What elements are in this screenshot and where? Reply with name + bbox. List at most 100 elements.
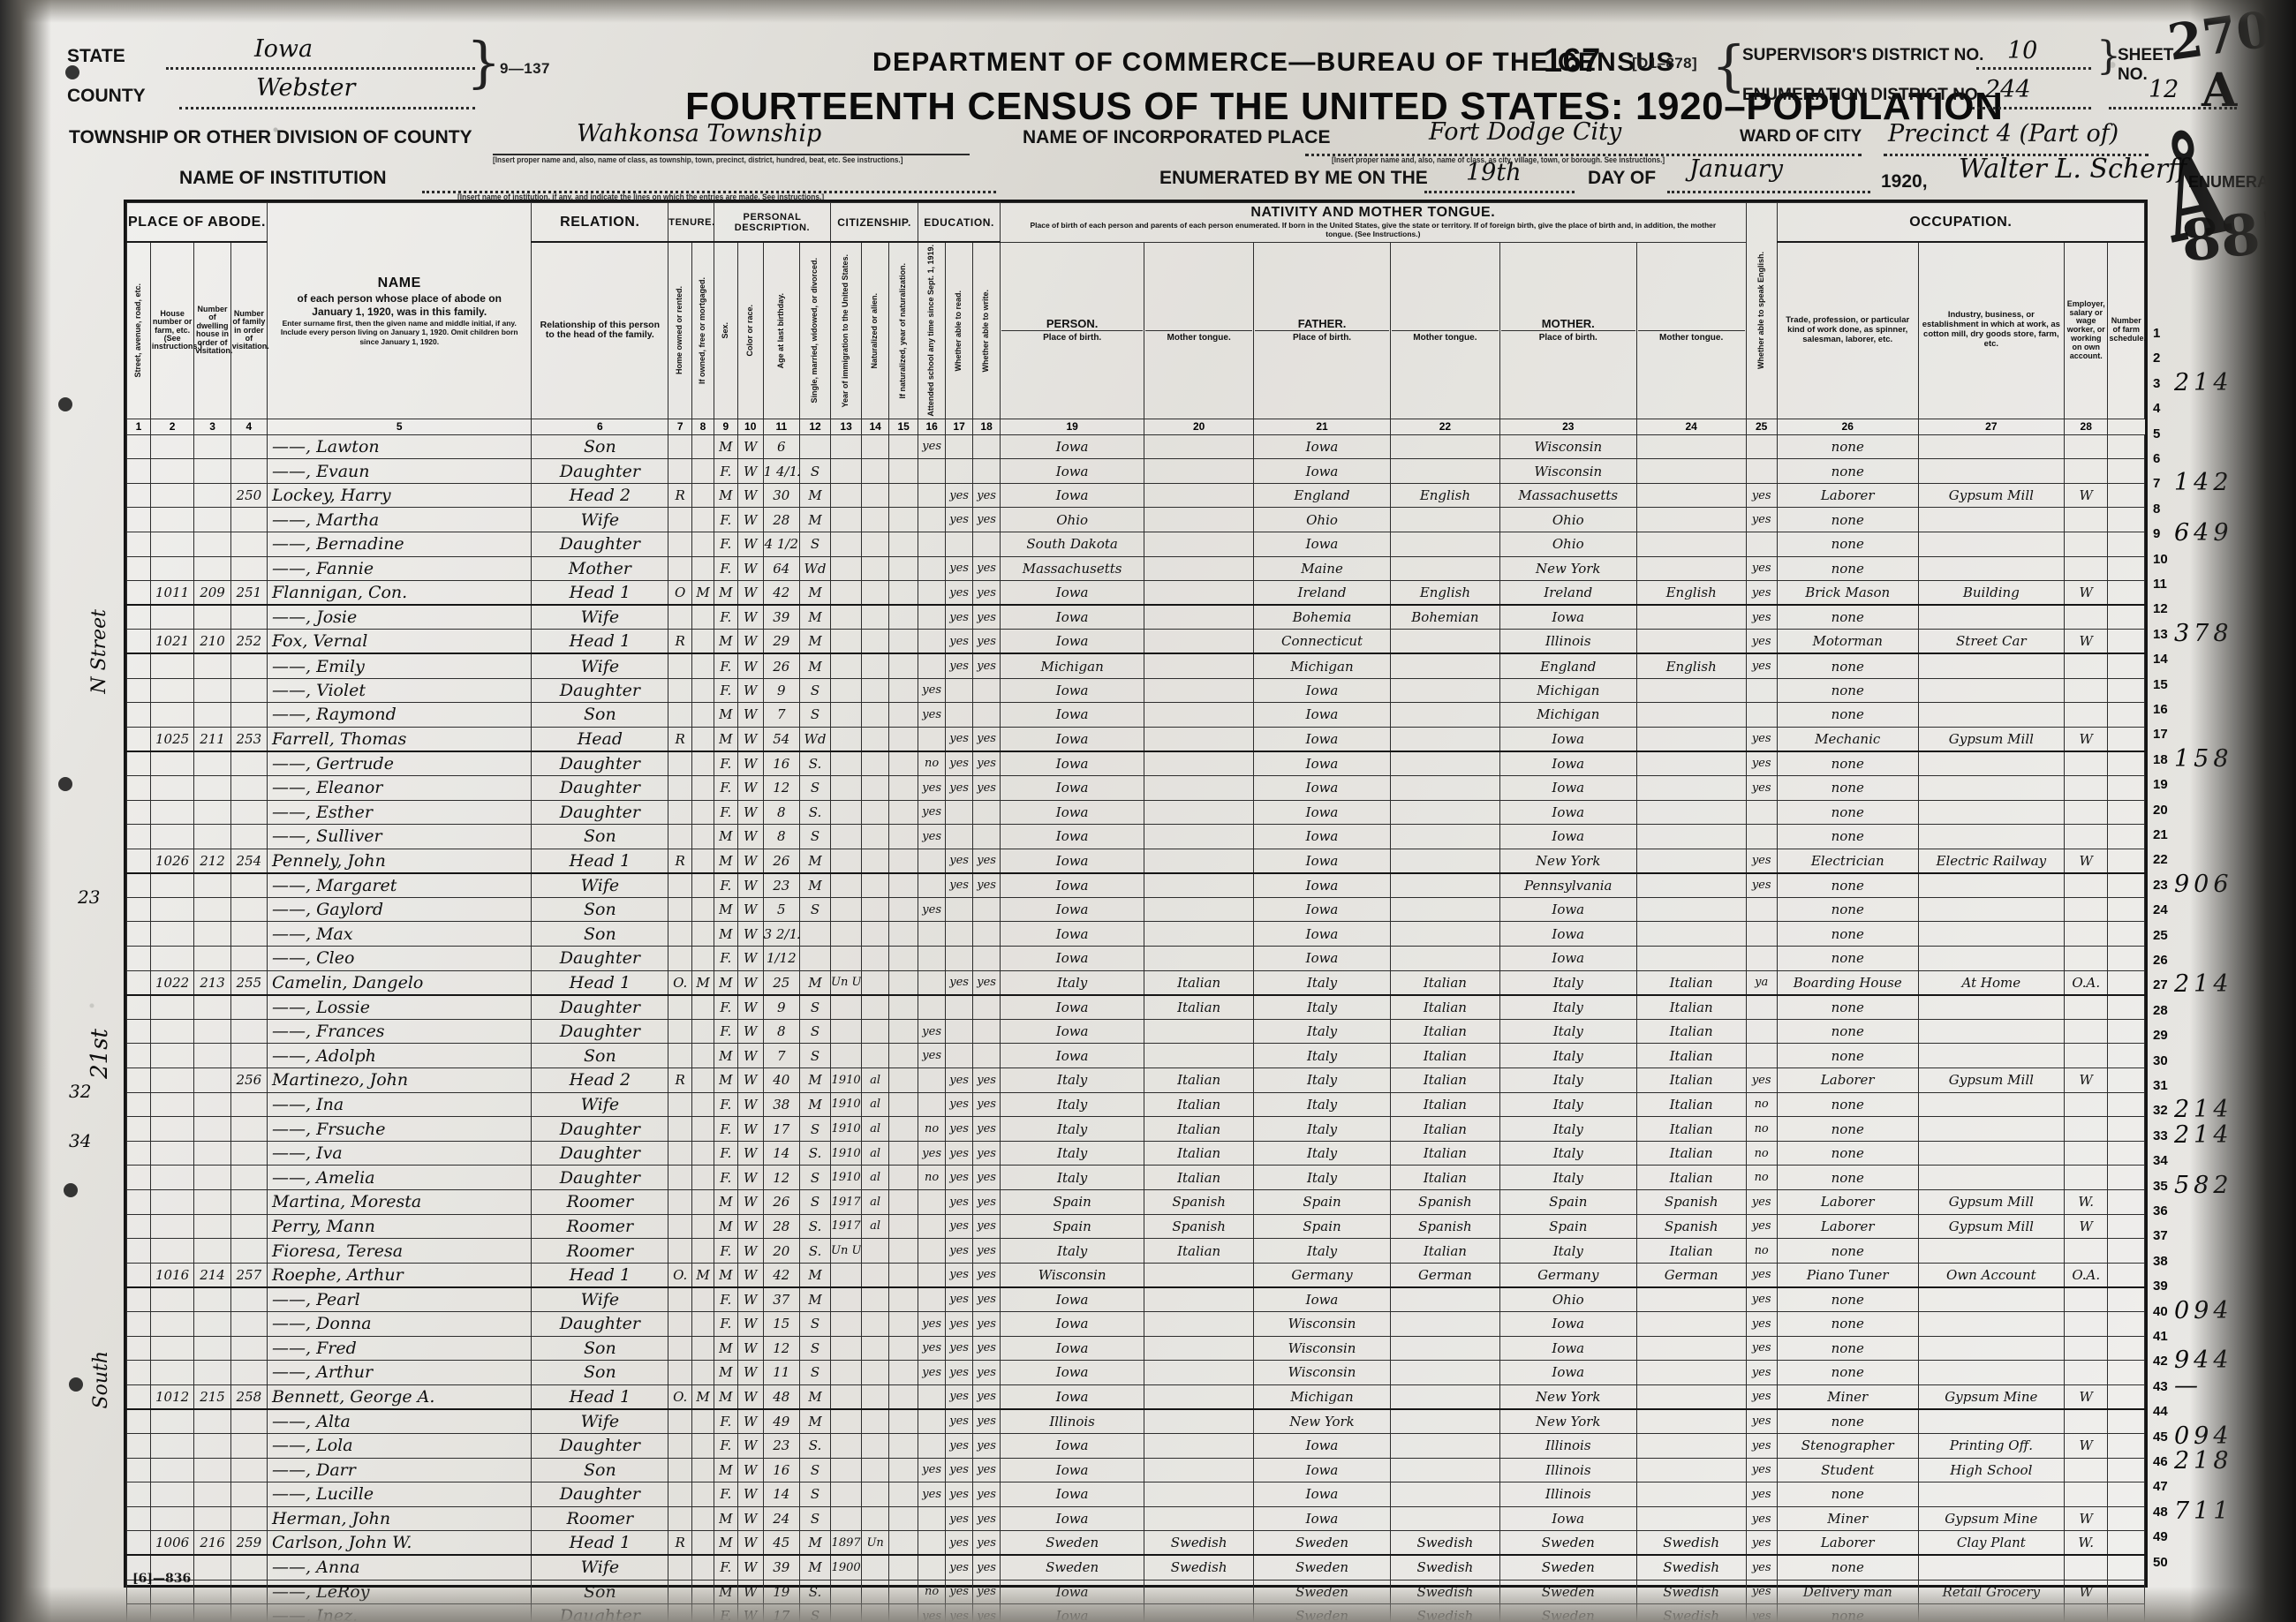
cell-nat: [861, 1554, 890, 1581]
table-row[interactable]: ——, Esther Daughter F. W 8 S. yes Iowa Iowa Iowa n…: [126, 799, 2145, 826]
cell-own: [691, 872, 714, 898]
column-number-7: 7: [668, 418, 693, 435]
table-row[interactable]: ——, Amelia Daughter F. W 12 S 1910 al no yes yes It…: [126, 1165, 2145, 1191]
cell-emp: [2063, 1091, 2109, 1118]
cell-rel: Head 1: [531, 1530, 669, 1556]
cell-fmt: [1389, 1482, 1500, 1507]
table-row[interactable]: ——, Ina Wife F. W 38 M 1910 al yes yes Italy Italia…: [126, 1091, 2145, 1118]
cell-pb: Italy: [1000, 1140, 1145, 1166]
cell-write: yes: [972, 726, 1001, 752]
township-note: [Insert proper name and, also, name of c…: [493, 155, 903, 165]
table-row[interactable]: Perry, Mann Roomer M W 28 S. 1917 al yes yes Spain…: [126, 1213, 2145, 1240]
cell-ms: [798, 946, 832, 971]
table-row[interactable]: ——, Lossie Daughter F. W 9 S Iowa Italian Italy I…: [126, 994, 2145, 1020]
table-row[interactable]: 1022 213 255 Camelin, Dangelo Head 1 O. M M W 25 M…: [126, 969, 2145, 996]
table-row[interactable]: ——, Lawton Son M W 6 yes Iowa Iowa Wisconsin none: [126, 434, 2145, 460]
cell-street: [126, 1384, 151, 1410]
cell-fpb: Iowa: [1253, 1286, 1391, 1312]
cell-emp: O.A.: [2063, 1262, 2109, 1288]
col-father-birthplace-header: FATHER. Place of birth.: [1253, 241, 1391, 419]
cell-race: W: [736, 946, 764, 971]
cell-nat: [861, 1310, 890, 1337]
name-line2: January 1, 1920, was in this family.: [312, 305, 487, 318]
table-row[interactable]: 1012 215 258 Bennett, George A. Head 1 O. M M W 4…: [126, 1384, 2145, 1410]
cell-age: 20: [762, 1238, 800, 1264]
table-row[interactable]: ——, LeRoy Son M W 19 S. no yes yes Iowa Sweden Swed…: [126, 1579, 2145, 1605]
col-employer-header: Employer, salary or wage worker, or work…: [2063, 241, 2109, 419]
table-row[interactable]: ——, Lola Daughter F. W 23 S. yes yes Iowa Iowa Ill…: [126, 1432, 2145, 1459]
cell-mt: [1144, 1603, 1255, 1622]
census-table-wrapper: PLACE OF ABODE. NAME of each person whos…: [124, 200, 2148, 1622]
cell-imm: [830, 1310, 863, 1337]
cell-mpb: Michigan: [1499, 677, 1637, 704]
table-row[interactable]: ——, Bernadine Daughter F. W 4 1/2 S South Dako…: [126, 531, 2145, 557]
table-row[interactable]: 1025 211 253 Farrell, Thomas Head R M W 54 Wd yes y…: [126, 726, 2145, 752]
immigration-label: Year of immigration to the United States…: [841, 253, 850, 408]
cell-nat: [861, 507, 890, 532]
cell-sex: M: [713, 896, 738, 923]
race-label: Color or race.: [744, 305, 754, 357]
table-row[interactable]: ——, Cleo Daughter F. W 1/12 Iowa Iowa Iowa none: [126, 946, 2145, 971]
table-row[interactable]: 1006 216 259 Carlson, John W. Head 1 R M W 45 M 18…: [126, 1530, 2145, 1556]
line-number: 45: [2153, 1429, 2168, 1445]
cell-mpb: New York: [1499, 848, 1637, 874]
table-row[interactable]: ——, Iva Daughter F. W 14 S. 1910 al yes yes yes Ita…: [126, 1140, 2145, 1166]
cell-mpb: Italy: [1499, 1043, 1637, 1069]
cell-ind: [1917, 531, 2065, 557]
cell-own: [691, 1579, 714, 1605]
cell-fmt: [1389, 921, 1500, 947]
cell-fpb: Iowa: [1253, 872, 1391, 898]
cell-dwell: [193, 677, 231, 704]
cell-house: [149, 1043, 195, 1069]
cell-age: 8: [762, 824, 800, 849]
cell-fmt: [1389, 1505, 1500, 1532]
column-number-row: 1 2 3 4 5 6 7 8 9 10 11 12 13 14 15 16 17 18 19 20 21 22 23 24 2…: [126, 418, 2145, 435]
line-number: 6: [2153, 451, 2161, 466]
table-row[interactable]: ——, Gertrude Daughter F. W 16 S. no yes yes Iowa I…: [126, 751, 2145, 776]
cell-mmt: Italian: [1635, 1116, 1747, 1142]
cell-street: [126, 1238, 151, 1264]
cell-rel: Daughter: [531, 1116, 669, 1142]
cell-mt: Spanish: [1144, 1189, 1255, 1215]
cell-own: [691, 653, 714, 679]
table-row[interactable]: ——, Fannie Mother F. W 64 Wd yes yes Massachuset…: [126, 555, 2145, 582]
table-row[interactable]: ——, Frsuche Daughter F. W 17 S 1910 al no yes yes I…: [126, 1116, 2145, 1142]
cell-tenure: [668, 824, 693, 849]
table-row[interactable]: 256 Martinezo, John Head 2 R M W 40 M 1910 al yes y…: [126, 1068, 2145, 1093]
cell-name: ——, Esther: [267, 799, 532, 826]
table-row[interactable]: ——, Anna Wife F. W 39 M 1900 yes yes Sweden Swedis…: [126, 1554, 2145, 1581]
cell-school: [918, 1286, 947, 1312]
cell-occ: none: [1776, 507, 1919, 532]
incorporated-note: [Insert proper name and, also, name of c…: [1332, 155, 1665, 165]
cell-age: 26: [762, 653, 800, 679]
table-row[interactable]: Martina, Moresta Roomer M W 26 S 1917 al yes yes S…: [126, 1189, 2145, 1215]
